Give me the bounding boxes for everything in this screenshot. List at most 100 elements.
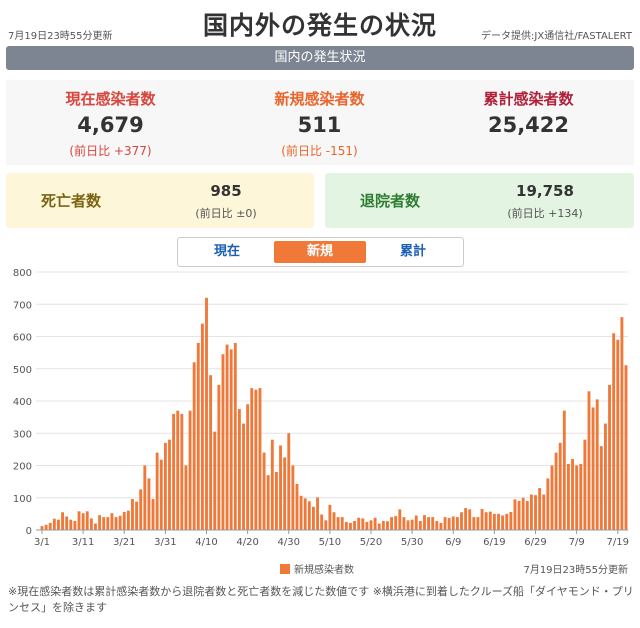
bar [184, 465, 188, 530]
bar [468, 509, 472, 530]
legend-label: 新規感染者数 [294, 565, 354, 576]
bar [340, 517, 344, 530]
new-cases-bar-chart: 0 100 200 300 400 500 600 700 800 3/1 3/11 3/21 3/31… [13, 268, 629, 548]
bar [377, 523, 381, 530]
bar [414, 515, 418, 530]
chart-bars [40, 297, 628, 530]
x-tick-label: 6/29 [524, 537, 546, 548]
bar [357, 517, 361, 530]
bar [258, 388, 262, 530]
bar [221, 354, 225, 530]
bar [624, 365, 628, 530]
bar [423, 515, 426, 530]
tab-new[interactable]: 新規 [274, 241, 366, 263]
bar [579, 463, 583, 530]
x-tick-label: 5/20 [360, 537, 382, 548]
bar [554, 452, 558, 530]
bar [299, 495, 303, 530]
bar [283, 457, 287, 530]
bar [291, 465, 295, 530]
bar [172, 413, 176, 530]
recovered-value: 19,758 [516, 182, 574, 200]
deaths-diff: (前日比 ±0) [195, 207, 257, 220]
bar [163, 442, 167, 530]
bar [336, 517, 340, 530]
bar [369, 520, 373, 530]
bar [209, 375, 213, 530]
bar [324, 520, 328, 530]
bar [550, 465, 554, 530]
new-cases-stat: 新規感染者数 511 (前日比 -151) [215, 88, 424, 159]
bar [488, 511, 492, 530]
bar [246, 404, 250, 530]
bar [566, 463, 570, 530]
bar [143, 465, 147, 530]
bar [316, 497, 319, 530]
data-source: データ提供:JX通信社/FASTALERT [481, 31, 632, 42]
deaths-value: 985 [210, 182, 242, 200]
bar [476, 517, 480, 530]
bar [546, 478, 550, 530]
bar [233, 342, 237, 530]
bar [402, 517, 406, 530]
bar [139, 489, 143, 530]
x-tick-label: 5/30 [401, 537, 423, 548]
bar [328, 504, 332, 530]
bar [52, 518, 56, 530]
y-tick-label: 500 [13, 365, 32, 376]
page-title: 国内外の発生の状況 [202, 11, 437, 40]
bar [274, 471, 278, 530]
bar [521, 497, 525, 530]
bar [94, 523, 97, 530]
bar [587, 391, 591, 530]
bar [492, 513, 496, 530]
bar [534, 495, 537, 530]
x-tick-label: 4/10 [195, 537, 217, 548]
bar [406, 520, 410, 530]
bar [118, 515, 122, 530]
bar [558, 442, 562, 530]
tab-current[interactable]: 現在 [213, 244, 240, 259]
bar [303, 498, 307, 530]
bar [61, 512, 65, 530]
y-tick-label: 700 [13, 300, 32, 311]
total-cases-value: 25,422 [487, 113, 570, 137]
bar [44, 524, 48, 530]
bar [89, 518, 93, 530]
tab-total[interactable]: 累計 [399, 244, 426, 259]
bar [460, 512, 463, 530]
x-tick-label: 3/31 [154, 537, 176, 548]
bar [620, 317, 624, 530]
bar [151, 499, 155, 530]
bar [73, 520, 77, 530]
bar [122, 511, 126, 530]
bar [390, 517, 394, 530]
x-tick-label: 4/20 [236, 537, 258, 548]
chart-tabs: 現在 新規 累計 [177, 237, 464, 267]
bar [447, 518, 451, 530]
bar [381, 520, 385, 530]
bar [583, 439, 587, 530]
bar [295, 483, 299, 530]
x-tick-label: 3/11 [72, 537, 94, 548]
y-tick-label: 800 [13, 268, 32, 279]
y-tick-label: 400 [13, 397, 32, 408]
x-tick-label: 3/1 [34, 537, 50, 548]
bar [225, 344, 229, 530]
bar [77, 511, 81, 530]
bar [262, 452, 266, 530]
bar [431, 517, 435, 530]
bar [110, 513, 114, 530]
bar [69, 519, 73, 530]
total-cases-label: 累計感染者数 [483, 90, 574, 108]
bar [608, 384, 611, 530]
bar [213, 431, 217, 530]
bar [307, 501, 311, 530]
bar [205, 297, 208, 530]
bar [472, 517, 476, 530]
chart-axes: 0 100 200 300 400 500 600 700 800 3/1 3/11 3/21 3/31… [13, 268, 629, 548]
bar [266, 475, 270, 530]
bar [529, 494, 533, 530]
x-tick-label: 6/19 [483, 537, 505, 548]
bar [365, 521, 369, 530]
